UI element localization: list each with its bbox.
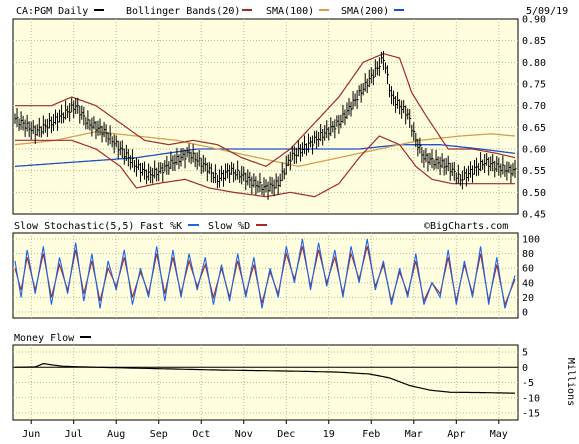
price-panel-frame: [12, 18, 519, 215]
y-tick-label: 5: [522, 348, 528, 359]
x-axis: Jun Jul Aug Sep Oct Nov Dec 19 Feb Mar Apr May: [22, 420, 508, 440]
y-tick-label: 0: [522, 308, 528, 319]
bigcharts-brand: ©BigCharts.com: [424, 221, 508, 232]
price-panel: 0.90 0.85 0.80 0.75 0.70 0.65 0.60 0.55 0.50 0.45…: [12, 6, 568, 221]
x-tick-label: Oct: [192, 429, 210, 440]
y-tick-label: 0.75: [522, 80, 546, 91]
y-tick-label: 0.50: [522, 188, 546, 199]
stochastic-panel-frame: [12, 232, 519, 319]
date-label: 5/09/19: [526, 6, 568, 17]
x-tick-label: Aug: [107, 429, 125, 440]
sma200-line: [14, 144, 516, 167]
money-flow-line: [14, 362, 516, 394]
money-flow-ylabel: Millions: [565, 358, 576, 406]
x-tick-label: May: [490, 429, 508, 440]
y-tick-label: 0.90: [522, 15, 546, 26]
sma100-legend-label: SMA(100): [266, 6, 314, 17]
x-tick-label: Mar: [405, 429, 423, 440]
x-tick-label: Jun: [22, 429, 40, 440]
fast-k-line: [14, 238, 516, 309]
y-tick-label: 0.70: [522, 101, 546, 112]
price-series: [14, 50, 517, 200]
stochastic-series: [14, 238, 516, 309]
x-tick-label: Sep: [150, 429, 168, 440]
x-tick-label: Feb: [362, 429, 380, 440]
y-tick-label: 0: [522, 363, 528, 374]
stochastic-title: Slow Stochastic(5,5): [14, 221, 134, 232]
x-tick-label: Apr: [447, 429, 465, 440]
stochastic-y-ticks: 100 80 60 40 20 0: [522, 235, 540, 319]
price-bars: [14, 50, 517, 200]
money-flow-y-ticks: 5 0 -5 -10 -15: [522, 348, 540, 420]
y-tick-label: 0.65: [522, 123, 546, 134]
money-flow-panel: 5 0 -5 -10 -15 Money Flow Millions: [12, 333, 576, 421]
x-tick-label: Nov: [235, 429, 253, 440]
y-tick-label: -10: [522, 393, 540, 404]
x-tick-label: Jul: [65, 429, 83, 440]
y-tick-label: 20: [522, 293, 534, 304]
bollinger-lower-line: [15, 135, 515, 198]
y-tick-label: 0.45: [522, 210, 546, 221]
y-tick-label: 0.85: [522, 36, 546, 47]
y-tick-label: 0.60: [522, 145, 546, 156]
slow-legend-label: Slow %D: [208, 221, 250, 232]
symbol-label: CA:PGM Daily: [16, 6, 88, 17]
money-flow-series: [13, 362, 518, 394]
money-flow-header: Money Flow: [14, 333, 91, 344]
y-tick-label: -15: [522, 409, 540, 420]
fast-legend-label: Fast %K: [140, 221, 182, 232]
sma200-legend-label: SMA(200): [341, 6, 389, 17]
bollinger-legend-label: Bollinger Bands(20): [126, 6, 240, 17]
y-tick-label: 40: [522, 278, 534, 289]
stochastic-grid: [13, 233, 518, 318]
y-tick-label: 80: [522, 249, 534, 260]
money-flow-title: Money Flow: [14, 333, 75, 344]
price-y-ticks: 0.90 0.85 0.80 0.75 0.70 0.65 0.60 0.55 0.50 0.45: [522, 15, 546, 221]
x-tick-label: Dec: [277, 429, 295, 440]
bollinger-upper-line: [15, 53, 516, 167]
y-tick-label: 100: [522, 235, 540, 246]
y-tick-label: 0.55: [522, 166, 546, 177]
price-header: CA:PGM Daily Bollinger Bands(20) SMA(100…: [16, 6, 568, 17]
y-tick-label: 60: [522, 264, 534, 275]
y-tick-label: 0.80: [522, 58, 546, 69]
x-tick-label: 19: [323, 429, 335, 440]
stochastic-header: Slow Stochastic(5,5) Fast %K Slow %D ©Bi…: [14, 221, 508, 232]
y-tick-label: -5: [522, 378, 534, 389]
stochastic-panel: 100 80 60 40 20 0 Slow Stochastic(5,5) Fast %…: [12, 221, 540, 319]
